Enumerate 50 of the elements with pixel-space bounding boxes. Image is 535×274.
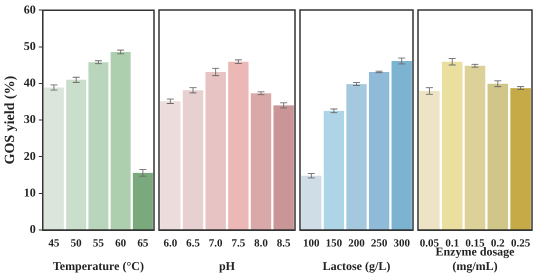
bar [228,62,249,230]
x-tick-label: 65 [137,237,149,250]
bar [182,90,204,230]
x-tick-label: 50 [70,237,82,250]
x-tick-label: 7.0 [208,237,224,250]
y-tick-label: 20 [24,148,36,163]
x-tick-label: 6.5 [186,237,200,250]
x-tick-label: 55 [92,237,104,250]
x-tick-label: 150 [326,237,343,250]
bar [488,84,508,230]
bar [324,110,344,230]
bar [273,105,294,230]
bar [419,91,440,230]
y-axis-title: GOS yield (%) [3,75,18,164]
y-tick-label: 40 [24,76,36,90]
x-tick-label: 300 [393,237,410,250]
bar [88,62,108,230]
bar [368,72,390,230]
x-axis-title: Lactose (g/L) [322,258,390,273]
y-tick-label: 0 [30,222,36,236]
x-tick-label: 100 [303,237,320,250]
x-tick-label: 250 [370,237,388,250]
bar [442,62,462,230]
x-axis-title: Temperature (°C) [52,258,144,273]
y-tick-label: 50 [24,38,36,53]
x-tick-label: 60 [115,237,127,250]
bar [160,101,181,230]
y-tick-label: 10 [24,185,36,200]
bar [132,172,153,230]
x-tick-label: 0.2 [490,237,506,250]
x-tick-label: 7.5 [231,237,246,250]
bar [392,60,412,230]
x-tick-label: 200 [348,237,366,250]
x-tick-label: 8.5 [276,237,292,250]
x-tick-label: 45 [48,237,60,250]
bar [346,84,367,230]
bar [510,88,531,230]
bar [250,93,272,230]
x-tick-label: 6.0 [163,237,178,250]
bar [301,176,322,230]
bar [44,87,64,230]
y-tick-label: 60 [24,2,36,16]
y-tick-label: 30 [24,112,36,126]
bar [205,72,226,230]
x-axis-title: pH [218,258,236,273]
bar [464,66,486,230]
x-tick-label: 8.0 [254,237,268,250]
bar [110,52,131,230]
x-tick-label: 0.25 [510,237,531,250]
bar [66,80,86,230]
